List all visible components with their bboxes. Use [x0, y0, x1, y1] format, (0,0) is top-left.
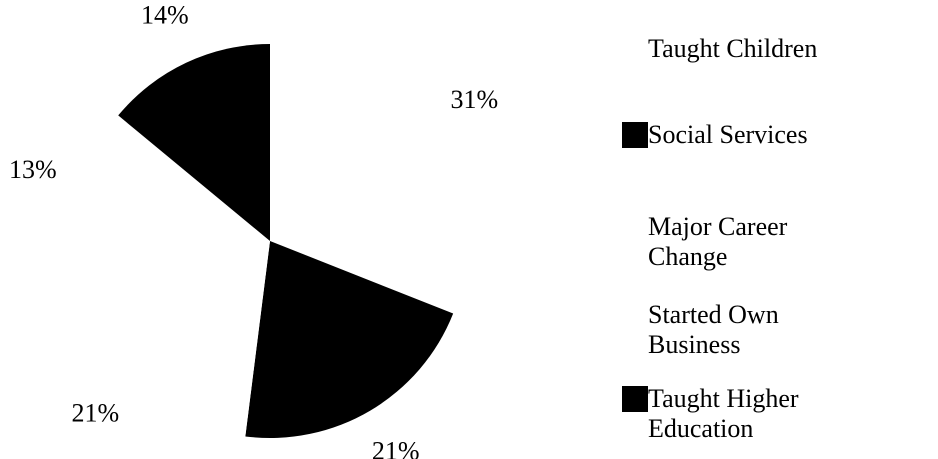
legend-swatch: [622, 386, 648, 412]
slice-label: 21%: [72, 399, 120, 428]
legend-entry: Social Services: [622, 120, 838, 150]
legend-entry: Taught Higher Education: [622, 384, 838, 444]
pie-slice: [74, 241, 270, 437]
pie-slice: [118, 44, 270, 241]
slice-label: 14%: [141, 0, 189, 29]
legend-swatch: [622, 36, 648, 62]
pie-slice: [245, 241, 454, 438]
legend-swatch: [622, 302, 648, 328]
pie-slice: [73, 115, 271, 266]
pie-slice: [270, 44, 467, 314]
legend-label: Major Career Change: [648, 212, 788, 271]
legend: Taught Children Social Services Major Care…: [622, 0, 938, 459]
slice-label: 13%: [9, 155, 57, 184]
legend-label: Started Own Business: [648, 300, 779, 359]
legend-entry: Started Own Business: [622, 300, 838, 360]
legend-label: Taught Children: [648, 34, 818, 63]
slice-label: 21%: [372, 437, 420, 459]
legend-swatch: [622, 214, 648, 240]
slice-label: 31%: [450, 85, 498, 114]
legend-label: Taught Higher Education: [648, 384, 799, 443]
legend-swatch: [622, 122, 648, 148]
chart: 31% 21% 21% 13% 14%: [9, 0, 498, 459]
legend-label: Social Services: [648, 120, 808, 149]
legend-entry: Major Career Change: [622, 212, 838, 272]
legend-entry: Taught Children: [622, 34, 838, 64]
